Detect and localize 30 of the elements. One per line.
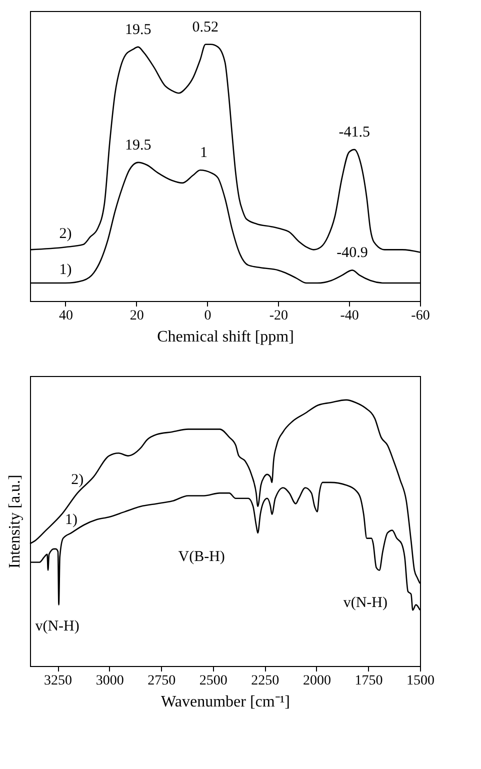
y-axis-title: Intensity [a.u.] [6, 474, 24, 568]
x-tick-label: -20 [269, 308, 288, 324]
annotation: v(N-H) [343, 595, 388, 612]
x-tick-label: 2000 [302, 674, 331, 688]
annotation: 19.5 [125, 22, 152, 38]
series-label: 1) [59, 262, 72, 278]
x-tick-label: 20 [130, 308, 144, 324]
x-tick-label: 40 [58, 308, 73, 324]
annotation: v(N-H) [35, 618, 80, 634]
annotation: -41.5 [338, 124, 370, 141]
series-label: 2) [59, 226, 72, 242]
x-tick-label: 2250 [251, 674, 280, 688]
x-tick-label: -40 [340, 308, 359, 324]
x-tick-label: 2750 [148, 674, 176, 688]
x-tick-label: 3250 [44, 674, 72, 688]
x-tick-label: 1750 [354, 674, 383, 688]
x-tick-label: 1500 [406, 674, 434, 688]
annotation: V(B-H) [178, 548, 225, 565]
series-label: 1) [64, 512, 78, 528]
x-tick-label: 2500 [199, 674, 228, 688]
annotation: 19.5 [125, 137, 152, 154]
series-label: 2) [71, 472, 84, 488]
x-axis-title: Chemical shift [ppm] [157, 328, 294, 346]
annotation: 1 [200, 145, 208, 162]
annotation: 0.52 [192, 19, 219, 36]
annotation: -40.9 [336, 245, 368, 262]
x-tick-label: 0 [204, 308, 212, 324]
x-tick-label: 3000 [96, 674, 124, 688]
x-axis-title: Wavenumber [cm⁻¹] [161, 694, 290, 710]
x-tick-label: -60 [411, 308, 430, 324]
